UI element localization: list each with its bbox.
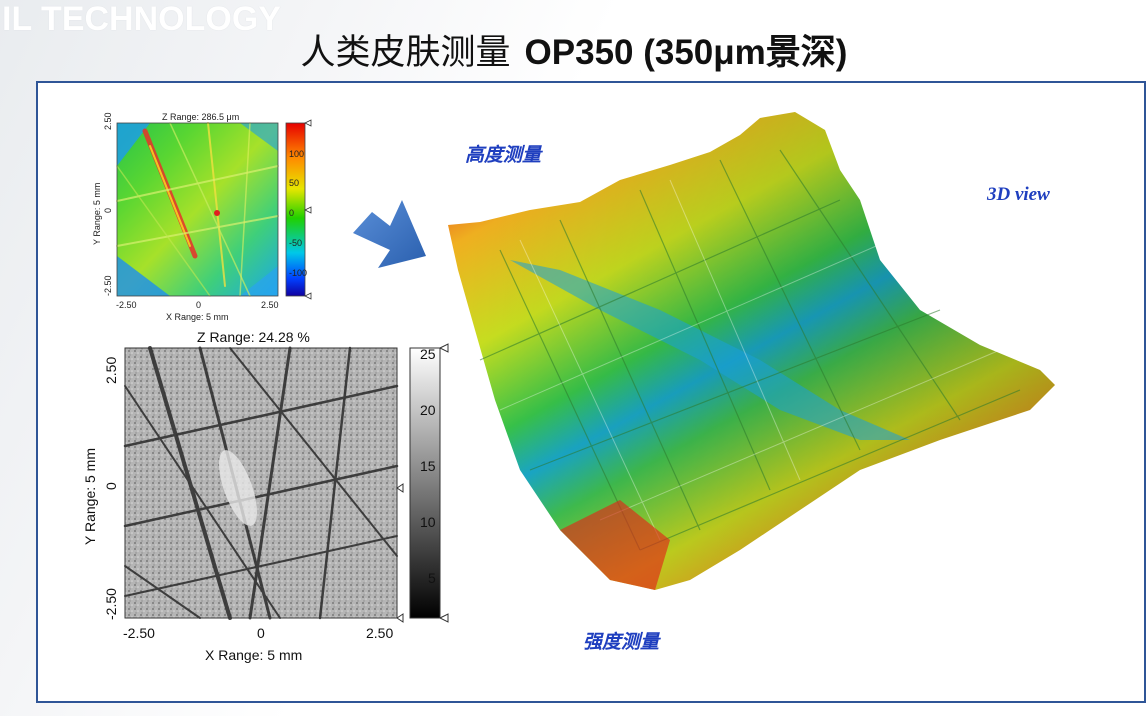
intensity-y-tick: 2.50 xyxy=(103,356,119,384)
arrow-right-icon xyxy=(353,200,426,268)
height-map-image xyxy=(117,123,278,296)
height-colorbar xyxy=(285,122,306,297)
intensity-map-panel xyxy=(123,343,449,623)
height-y-tick: -2.50 xyxy=(103,275,113,296)
intensity-x-tick: 0 xyxy=(257,625,265,641)
height-x-tick: 2.50 xyxy=(261,300,279,310)
height-z-range: Z Range: 286.5 μm xyxy=(162,112,240,122)
intensity-colorbar-tick: 10 xyxy=(420,514,436,530)
3d-surface-view xyxy=(448,112,1055,590)
height-y-tick: 2.50 xyxy=(103,112,113,130)
height-x-tick: -2.50 xyxy=(116,300,137,310)
intensity-colorbar-tick: 15 xyxy=(420,458,436,474)
title-chinese: 人类皮肤测量 xyxy=(300,33,511,73)
intensity-colorbar xyxy=(409,347,441,619)
intensity-x-tick: 2.50 xyxy=(366,625,394,641)
height-y-tick: 0 xyxy=(103,207,113,213)
title-english: OP350 (350μm景深) xyxy=(524,33,848,72)
3d-view-label: 3D view xyxy=(987,184,1050,205)
height-measurement-label: 高度测量 xyxy=(465,145,542,166)
page-title: 人类皮肤测量 OP350 (350μm景深) xyxy=(0,24,1148,75)
height-colorbar-tick: -50 xyxy=(289,238,303,248)
height-colorbar-tick: 0 xyxy=(289,208,295,218)
height-colorbar-tick: -100 xyxy=(289,268,308,278)
watermark-text: IL TECHNOLOGY xyxy=(2,0,281,38)
height-map-panel xyxy=(90,106,330,326)
intensity-colorbar-tick: 5 xyxy=(428,570,436,586)
intensity-colorbar-tick: 25 xyxy=(420,346,436,362)
height-colorbar-tick: 50 xyxy=(289,178,300,188)
height-colorbar-tick: 100 xyxy=(289,149,305,159)
intensity-x-tick: -2.50 xyxy=(123,625,155,641)
height-x-axis-label: X Range: 5 mm xyxy=(166,312,229,322)
height-y-axis-label: Y Range: 5 mm xyxy=(92,182,102,245)
intensity-y-tick: 0 xyxy=(103,482,119,490)
intensity-map-image xyxy=(125,348,397,618)
intensity-measurement-label: 强度测量 xyxy=(583,632,660,653)
intensity-y-tick: -2.50 xyxy=(103,588,119,620)
intensity-x-axis-label: X Range: 5 mm xyxy=(205,647,303,663)
intensity-y-axis-label: Y Range: 5 mm xyxy=(82,447,98,545)
height-x-tick: 0 xyxy=(196,300,202,310)
intensity-colorbar-tick: 20 xyxy=(420,402,436,418)
intensity-z-range: Z Range: 24.28 % xyxy=(197,329,310,345)
